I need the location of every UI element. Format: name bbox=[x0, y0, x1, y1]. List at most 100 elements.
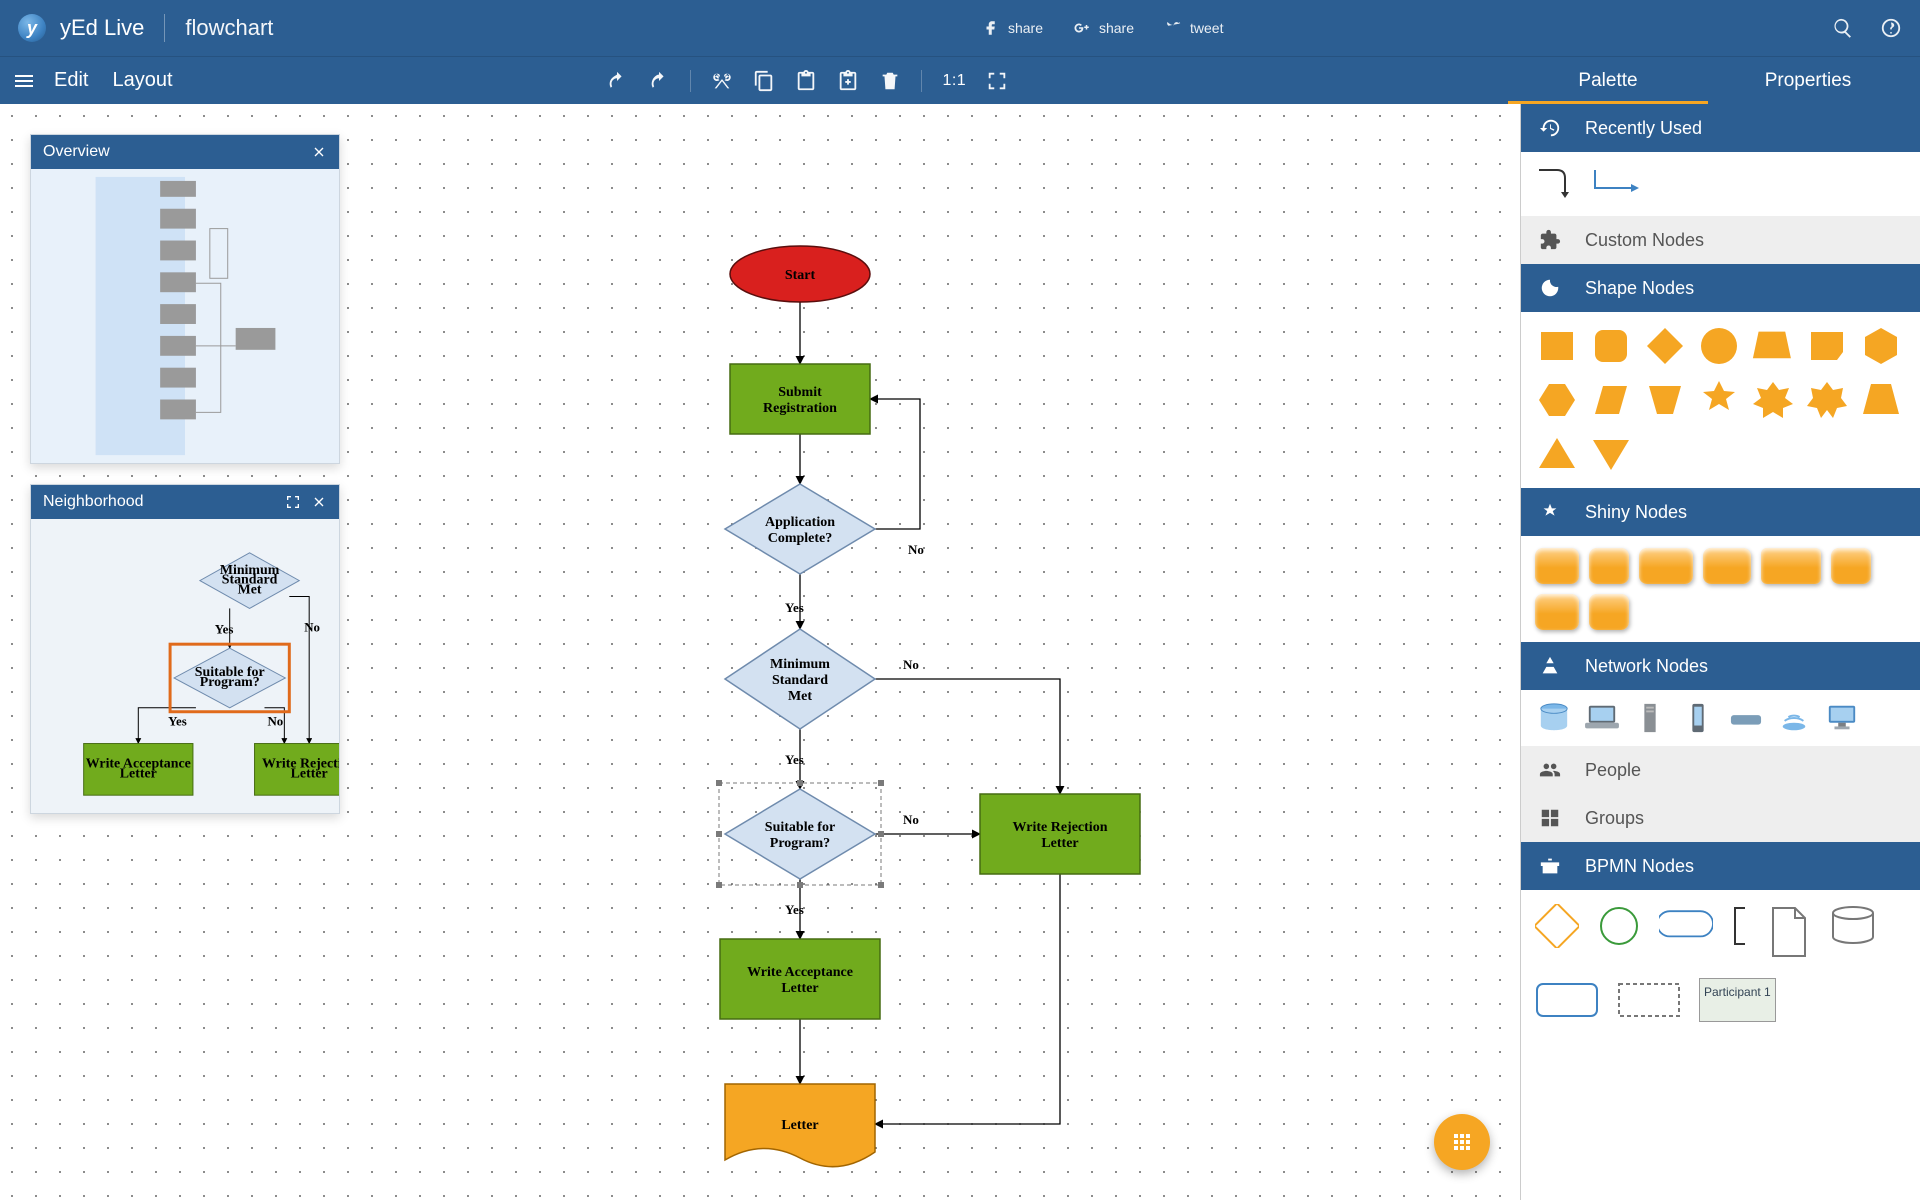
svg-text:Write Acceptance: Write Acceptance bbox=[747, 965, 853, 980]
svg-text:Yes: Yes bbox=[785, 600, 804, 615]
edge-curved-icon[interactable] bbox=[1535, 164, 1581, 204]
bpmn-pool-icon[interactable] bbox=[1535, 978, 1599, 1022]
neighborhood-header: Neighborhood bbox=[31, 485, 339, 519]
database-icon[interactable] bbox=[1535, 702, 1573, 734]
palette-shape[interactable] bbox=[1589, 378, 1633, 422]
section-people[interactable]: People bbox=[1521, 746, 1920, 794]
palette-shape[interactable] bbox=[1697, 378, 1741, 422]
palette-shape[interactable] bbox=[1859, 378, 1903, 422]
section-groups[interactable]: Groups bbox=[1521, 794, 1920, 842]
svg-text:Letter: Letter bbox=[120, 766, 157, 781]
shiny-shape[interactable] bbox=[1589, 548, 1629, 584]
shiny-shape[interactable] bbox=[1703, 548, 1751, 584]
palette-shape[interactable] bbox=[1535, 378, 1579, 422]
share-googleplus[interactable]: share bbox=[1073, 19, 1134, 37]
palette-shape[interactable] bbox=[1859, 324, 1903, 368]
title-bar: y yEd Live flowchart share share tweet bbox=[0, 0, 1920, 56]
palette-shape[interactable] bbox=[1643, 324, 1687, 368]
modem-icon[interactable] bbox=[1727, 702, 1765, 734]
shiny-shape[interactable] bbox=[1761, 548, 1821, 584]
svg-text:Yes: Yes bbox=[215, 621, 234, 636]
section-recently-used-label: Recently Used bbox=[1585, 118, 1702, 139]
paste-special-icon[interactable] bbox=[837, 70, 859, 92]
fab-button[interactable] bbox=[1434, 1114, 1490, 1170]
undo-icon[interactable] bbox=[606, 70, 628, 92]
svg-text:Met: Met bbox=[238, 583, 262, 598]
bpmn-group-icon[interactable] bbox=[1617, 978, 1681, 1022]
share-twitter[interactable]: tweet bbox=[1164, 19, 1223, 37]
recently-used-body bbox=[1521, 152, 1920, 216]
palette-shape[interactable] bbox=[1535, 324, 1579, 368]
help-icon[interactable] bbox=[1880, 17, 1902, 39]
menu-layout[interactable]: Layout bbox=[112, 69, 172, 92]
section-shiny-nodes[interactable]: Shiny Nodes bbox=[1521, 488, 1920, 536]
fullscreen-icon[interactable] bbox=[986, 70, 1008, 92]
delete-icon[interactable] bbox=[879, 70, 901, 92]
bpmn-event-icon[interactable] bbox=[1597, 904, 1641, 948]
laptop-icon[interactable] bbox=[1583, 702, 1621, 734]
bpmn-gateway-icon[interactable] bbox=[1535, 904, 1579, 948]
shiny-shape[interactable] bbox=[1535, 548, 1579, 584]
hamburger-icon[interactable] bbox=[12, 69, 36, 93]
share-facebook[interactable]: share bbox=[982, 19, 1043, 37]
close-icon[interactable] bbox=[311, 494, 327, 510]
neighborhood-panel[interactable]: Neighborhood YesNoYesNoMinimumStandardMe… bbox=[30, 484, 340, 814]
canvas[interactable]: YesNoYesNoYesNoStartSubmitRegistrationAp… bbox=[0, 104, 1520, 1200]
palette-shape[interactable] bbox=[1805, 378, 1849, 422]
edge-ortho-icon[interactable] bbox=[1591, 164, 1647, 204]
shiny-shape[interactable] bbox=[1831, 548, 1871, 584]
paste-icon[interactable] bbox=[795, 70, 817, 92]
expand-icon[interactable] bbox=[285, 494, 301, 510]
section-recently-used[interactable]: Recently Used bbox=[1521, 104, 1920, 152]
phone-icon[interactable] bbox=[1679, 702, 1717, 734]
briefcase-icon bbox=[1539, 855, 1561, 877]
server-icon[interactable] bbox=[1631, 702, 1669, 734]
toolbar: 1:1 bbox=[436, 70, 1028, 92]
tab-properties[interactable]: Properties bbox=[1708, 58, 1908, 104]
svg-text:No: No bbox=[903, 812, 919, 827]
section-network-nodes[interactable]: Network Nodes bbox=[1521, 642, 1920, 690]
palette-shape[interactable] bbox=[1589, 432, 1633, 476]
svg-text:Start: Start bbox=[785, 268, 816, 283]
palette-shape[interactable] bbox=[1805, 324, 1849, 368]
bpmn-annotation-icon[interactable] bbox=[1731, 904, 1749, 948]
zoom-reset[interactable]: 1:1 bbox=[942, 72, 966, 90]
tab-palette[interactable]: Palette bbox=[1508, 58, 1708, 104]
shiny-icon bbox=[1539, 501, 1561, 523]
cut-icon[interactable] bbox=[711, 70, 733, 92]
close-icon[interactable] bbox=[311, 144, 327, 160]
section-shape-nodes[interactable]: Shape Nodes bbox=[1521, 264, 1920, 312]
section-custom-nodes[interactable]: Custom Nodes bbox=[1521, 216, 1920, 264]
wifi-icon[interactable] bbox=[1775, 702, 1813, 734]
bpmn-participant[interactable]: Participant 1 bbox=[1699, 978, 1776, 1022]
share-facebook-label: share bbox=[1008, 20, 1043, 36]
palette-shape[interactable] bbox=[1751, 324, 1795, 368]
section-shiny-nodes-label: Shiny Nodes bbox=[1585, 502, 1687, 523]
section-people-label: People bbox=[1585, 760, 1641, 781]
shiny-shape[interactable] bbox=[1535, 594, 1579, 630]
palette-shape[interactable] bbox=[1643, 378, 1687, 422]
document-title[interactable]: flowchart bbox=[185, 15, 273, 41]
copy-icon[interactable] bbox=[753, 70, 775, 92]
section-bpmn-nodes[interactable]: BPMN Nodes bbox=[1521, 842, 1920, 890]
bpmn-datastore-icon[interactable] bbox=[1829, 904, 1877, 948]
redo-icon[interactable] bbox=[648, 70, 670, 92]
svg-text:No: No bbox=[304, 619, 320, 634]
svg-text:Letter: Letter bbox=[781, 1118, 818, 1133]
search-icon[interactable] bbox=[1832, 17, 1854, 39]
overview-panel[interactable]: Overview bbox=[30, 134, 340, 464]
svg-text:No: No bbox=[267, 714, 283, 729]
history-icon bbox=[1539, 117, 1561, 139]
monitor-icon[interactable] bbox=[1823, 702, 1861, 734]
shiny-shape[interactable] bbox=[1589, 594, 1629, 630]
palette-shape[interactable] bbox=[1535, 432, 1579, 476]
svg-text:No: No bbox=[908, 542, 924, 557]
palette-shape[interactable] bbox=[1589, 324, 1633, 368]
bpmn-document-icon[interactable] bbox=[1767, 904, 1811, 960]
shiny-shape[interactable] bbox=[1639, 548, 1693, 584]
palette-shape[interactable] bbox=[1751, 378, 1795, 422]
menu-edit[interactable]: Edit bbox=[54, 69, 88, 92]
palette-shape[interactable] bbox=[1697, 324, 1741, 368]
svg-text:Write Rejection: Write Rejection bbox=[1013, 820, 1108, 835]
bpmn-task-icon[interactable] bbox=[1659, 904, 1713, 948]
